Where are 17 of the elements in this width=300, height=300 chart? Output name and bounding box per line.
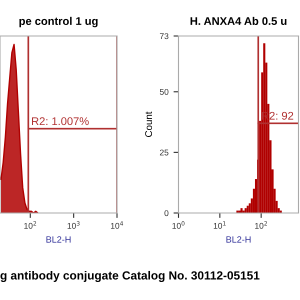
x-tick-label: 10$^{3}$ — [68, 221, 80, 229]
annotation: R2: 1.007% — [32, 117, 89, 126]
y-axis-title: Count — [145, 112, 152, 137]
y-tick-label: 50 — [160, 88, 168, 95]
y-tick-label: 25 — [160, 150, 168, 156]
text: g antibody conjugate Catalog No. 30112-05151 — [0, 270, 260, 282]
chart-title: pe control 1 ug — [19, 16, 98, 28]
x-tick-label: 10$^{0}$ — [172, 221, 185, 229]
x-tick-label: 10$^{2}$ — [255, 221, 267, 229]
x-axis-title: BL2-H — [226, 236, 251, 243]
x-tick-label: 10$^{1}$ — [214, 221, 226, 229]
x-tick-label: 10$^{4}$ — [110, 221, 124, 229]
y-tick-label: 73 — [160, 33, 168, 40]
y-tick-label: 0 — [164, 210, 168, 216]
x-axis-title: BL2-H — [46, 236, 71, 243]
chart-title: H. ANXA4 Ab 0.5 u — [190, 16, 286, 25]
x-tick-label: 10$^{2}$ — [24, 221, 36, 229]
